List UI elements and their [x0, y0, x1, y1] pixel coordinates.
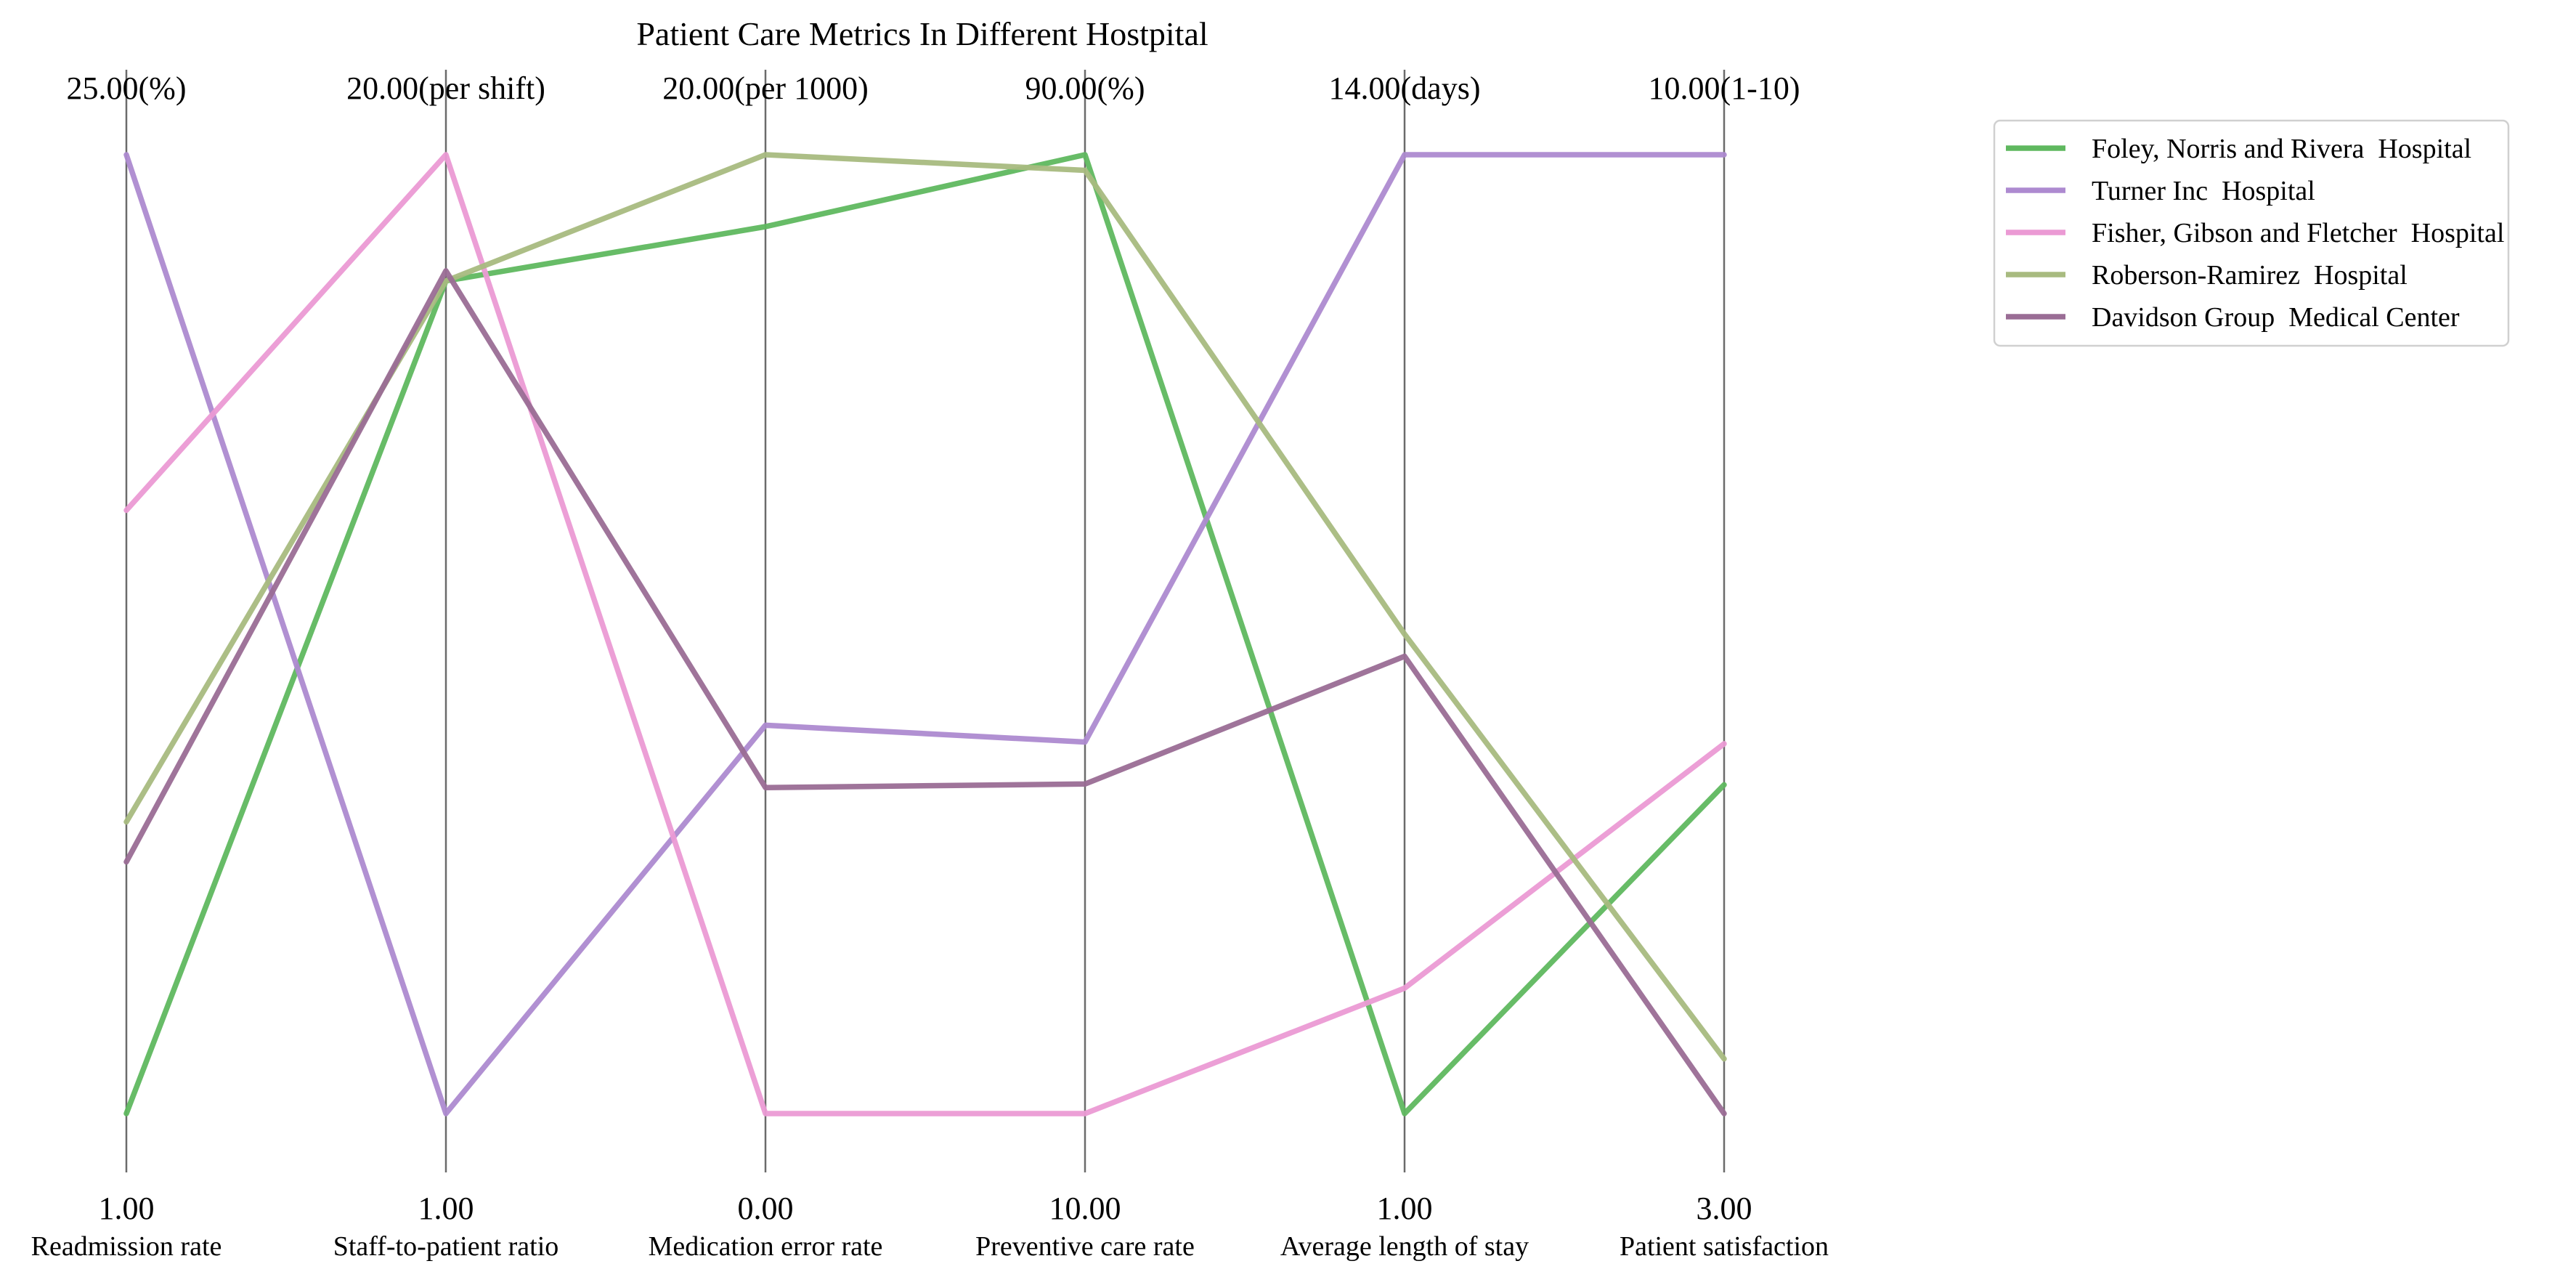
- axis-name-average-length-of-stay: Average length of stay: [1280, 1231, 1529, 1262]
- legend: Foley, Norris and Rivera Hospital Turner …: [1993, 119, 2510, 347]
- axis-min-label-preventive-care-rate: 10.00: [1049, 1191, 1121, 1226]
- axis-max-label-readmission-rate: 25.00(%): [67, 70, 187, 106]
- axis-min-label-readmission-rate: 1.00: [99, 1191, 155, 1226]
- axis-name-medication-error-rate: Medication error rate: [649, 1231, 883, 1262]
- axis-name-staff-to-patient-ratio: Staff-to-patient ratio: [333, 1231, 559, 1262]
- series-line-fisher-gibson-and-fletcher-hospital: [123, 152, 1727, 1116]
- axis-min-label-average-length-of-stay: 1.00: [1377, 1191, 1433, 1226]
- legend-entry-roberson-ramirez-hospital: Roberson-Ramirez Hospital: [2092, 260, 2408, 291]
- series-line-roberson-ramirez-hospital: [123, 152, 1727, 1062]
- axis-max-label-medication-error-rate: 20.00(per 1000): [662, 70, 869, 106]
- axis-max-label-average-length-of-stay: 14.00(days): [1329, 70, 1481, 106]
- axis-min-label-medication-error-rate: 0.00: [738, 1191, 794, 1226]
- legend-box: [1993, 119, 2510, 347]
- series-lines-layer: [123, 152, 1727, 1116]
- series-line-davidson-group-medical-center: [123, 268, 1727, 1116]
- axis-max-label-patient-satisfaction: 10.00(1-10): [1649, 70, 1800, 106]
- legend-entry-fisher-gibson-and-fletcher-hospital: Fisher, Gibson and Fletcher Hospital: [2092, 218, 2504, 248]
- axis-min-label-staff-to-patient-ratio: 1.00: [418, 1191, 474, 1226]
- series-line-turner-inc-hospital: [123, 152, 1727, 1116]
- axis-name-preventive-care-rate: Preventive care rate: [975, 1231, 1195, 1262]
- axis-max-label-preventive-care-rate: 90.00(%): [1025, 70, 1145, 106]
- axes-layer: 25.00(%) 1.00 Readmission rate 20.00(per sh…: [31, 70, 1829, 1262]
- axis-name-patient-satisfaction: Patient satisfaction: [1620, 1231, 1829, 1262]
- chart-title: Patient Care Metrics In Different Hostpi…: [636, 15, 1208, 52]
- axis-min-label-patient-satisfaction: 3.00: [1697, 1191, 1752, 1226]
- axis-max-label-staff-to-patient-ratio: 20.00(per shift): [346, 70, 545, 106]
- axis-name-readmission-rate: Readmission rate: [31, 1231, 222, 1262]
- legend-entry-foley-norris-and-rivera-hospital: Foley, Norris and Rivera Hospital: [2092, 134, 2471, 164]
- series-line-foley-norris-and-rivera-hospital: [123, 152, 1727, 1116]
- legend-entry-davidson-group-medical-center: Davidson Group Medical Center: [2092, 302, 2460, 333]
- legend-entry-turner-inc-hospital: Turner Inc Hospital: [2092, 176, 2315, 206]
